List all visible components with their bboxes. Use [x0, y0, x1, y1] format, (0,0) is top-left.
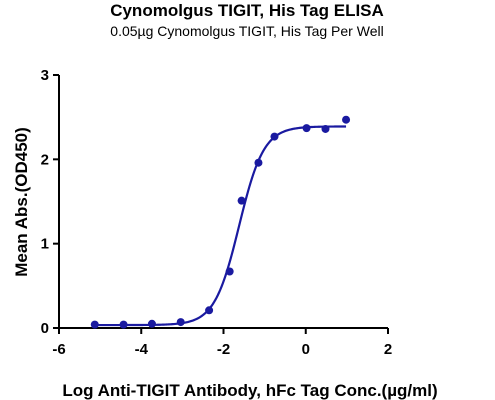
data-point: [205, 306, 214, 315]
y-tick-label: 3: [41, 67, 49, 84]
chart-title: Cynomolgus TIGIT, His Tag ELISA: [110, 1, 384, 20]
x-axis-label: Log Anti-TIGIT Antibody, hFc Tag Conc.(µ…: [62, 381, 437, 400]
x-tick-label: -2: [217, 341, 230, 358]
y-tick-label: 0: [41, 320, 49, 337]
data-point: [254, 158, 263, 167]
data-point: [119, 320, 128, 329]
data-point: [321, 124, 330, 133]
x-tick-label: -4: [135, 341, 149, 358]
data-point: [147, 319, 156, 328]
data-point: [302, 124, 311, 133]
chart-subtitle: 0.05µg Cynomolgus TIGIT, His Tag Per Wel…: [110, 23, 383, 39]
data-point: [270, 132, 279, 141]
x-tick-label: -6: [52, 341, 65, 358]
y-tick-label: 2: [41, 151, 49, 168]
data-point: [176, 318, 185, 327]
y-axis-label: Mean Abs.(OD450): [12, 127, 31, 277]
x-tick-label: 2: [384, 341, 392, 358]
tick-group: -6 -4 -2 0 2 0 1 2 3: [41, 67, 393, 358]
data-point: [237, 196, 246, 205]
x-tick-label: 0: [302, 341, 310, 358]
y-tick-label: 1: [41, 236, 49, 253]
data-point: [225, 267, 234, 276]
data-points: [90, 115, 351, 329]
fit-curve: [94, 125, 347, 327]
data-point: [90, 320, 99, 329]
data-point: [342, 115, 351, 124]
